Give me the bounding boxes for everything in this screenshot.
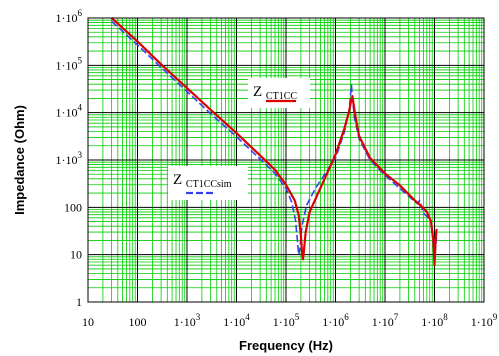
x-tick-label: 1·108 (421, 312, 448, 329)
x-tick-label: 1·106 (322, 312, 349, 329)
legend-entry-ct1cc: Z CT1CC (248, 78, 310, 108)
series-line-ct1cc (110, 17, 438, 267)
y-tick-labels: 1 10 100 1·103 1·104 1·105 1·106 (56, 8, 83, 309)
x-tick-label: 100 (129, 315, 147, 329)
legend-entry-ct1ccsim: Z CT1CCsim (168, 166, 248, 200)
x-tick-label: 1·103 (174, 312, 201, 329)
x-tick-label: 1·105 (273, 312, 300, 329)
y-tick-label: 1·104 (56, 103, 83, 120)
legend-box (168, 166, 248, 200)
x-tick-label: 1·109 (471, 312, 498, 329)
series-layer (110, 17, 438, 267)
legend-label: Z CT1CC (253, 84, 297, 102)
y-tick-label: 1·103 (56, 150, 83, 167)
x-tick-label: 10 (82, 315, 94, 329)
y-tick-label: 1·106 (56, 8, 83, 25)
y-tick-label: 100 (64, 200, 82, 214)
plot-frame (87, 17, 485, 303)
y-tick-label: 1·105 (56, 55, 83, 72)
legend-box (248, 78, 310, 108)
x-tick-label: 1·107 (372, 312, 399, 329)
x-tick-labels: 10 100 1·103 1·104 1·105 1·106 1·107 1·108 1·109 (82, 312, 498, 329)
legend-label: Z CT1CCsim (173, 172, 232, 190)
legend-layer: Z CT1CC Z CT1CCsim (168, 78, 310, 200)
x-tick-label: 1·104 (223, 312, 250, 329)
y-tick-label: 1 (76, 295, 82, 309)
x-axis-title: Frequency (Hz) (239, 338, 333, 353)
series-line-ct1ccsim (111, 20, 438, 263)
y-tick-label: 10 (70, 248, 82, 262)
y-axis-title: Impedance (Ohm) (12, 105, 27, 215)
